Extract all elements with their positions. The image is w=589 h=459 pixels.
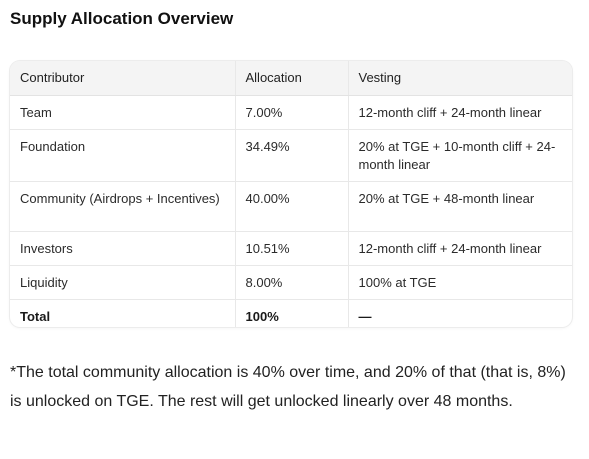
table-header-row: Contributor Allocation Vesting: [10, 61, 572, 96]
contributor-cell: Community (Airdrops + Incentives): [10, 181, 235, 232]
vesting-cell: 20% at TGE + 10-month cliff + 24-month l…: [347, 129, 572, 182]
contributor-cell: Foundation: [10, 129, 235, 182]
header-allocation: Allocation: [234, 61, 348, 96]
header-vesting: Vesting: [347, 61, 572, 96]
footnote: *The total community allocation is 40% o…: [10, 364, 566, 410]
table-row: Investors 10.51% 12-month cliff + 24-mon…: [10, 231, 572, 266]
contributor-cell: Total: [20, 308, 51, 324]
vesting-cell: 12-month cliff + 24-month linear: [347, 231, 572, 266]
contributor-cell: Liquidity: [10, 265, 235, 300]
allocation-cell: 40.00%: [234, 181, 348, 232]
vesting-cell: 20% at TGE + 48-month linear: [347, 181, 572, 232]
allocation-cell: 34.49%: [234, 129, 348, 182]
table-row: Foundation 34.49% 20% at TGE + 10-month …: [10, 129, 572, 182]
allocation-cell: 7.00%: [234, 95, 348, 130]
allocation-cell: 100%: [234, 299, 348, 327]
allocation-table: Contributor Allocation Vesting Team 7.00…: [10, 61, 572, 327]
contributor-cell: Investors: [10, 231, 235, 266]
section-heading: Supply Allocation Overview: [10, 9, 234, 28]
header-contributor: Contributor: [10, 61, 235, 96]
table-row: Community (Airdrops + Incentives) 40.00%…: [10, 181, 572, 232]
vesting-cell: —: [347, 299, 572, 327]
contributor-cell: Team: [10, 95, 235, 130]
table-row: Team 7.00% 12-month cliff + 24-month lin…: [10, 95, 572, 130]
vesting-cell: 100% at TGE: [347, 265, 572, 300]
table-total-row: Total 100% —: [10, 299, 572, 327]
allocation-cell: 10.51%: [234, 231, 348, 266]
table-row: Liquidity 8.00% 100% at TGE: [10, 265, 572, 300]
allocation-cell: 8.00%: [234, 265, 348, 300]
vesting-cell: 12-month cliff + 24-month linear: [347, 95, 572, 130]
